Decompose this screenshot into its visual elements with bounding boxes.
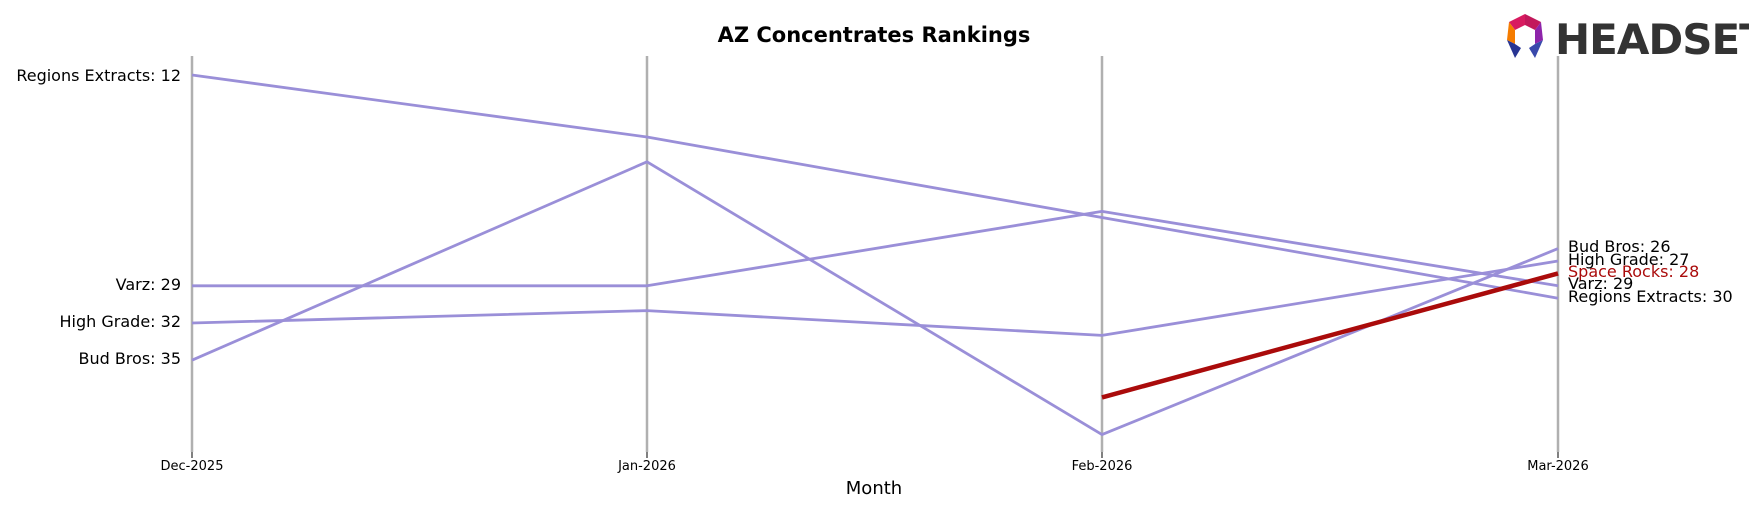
series-line-space-rocks <box>1101 271 1559 400</box>
gridlines <box>190 56 1560 452</box>
left-label-high-grade: High Grade: 32 <box>60 312 181 331</box>
series-lines <box>191 73 1559 437</box>
right-label-varz: Varz: 29 <box>1568 274 1633 293</box>
headset-logo: HEADSET <box>1507 14 1749 64</box>
left-label-varz: Varz: 29 <box>116 275 181 294</box>
series-line-bud-bros <box>191 160 1559 437</box>
chart-title: AZ Concentrates Rankings <box>718 23 1031 47</box>
left-label-regions-extracts: Regions Extracts: 12 <box>16 66 181 85</box>
right-label-space-rocks: Space Rocks: 28 <box>1568 262 1699 281</box>
x-tick-label: Jan-2026 <box>617 459 676 474</box>
x-axis-title: Month <box>846 478 902 499</box>
x-tick-label: Mar-2026 <box>1527 459 1588 474</box>
right-label-bud-bros: Bud Bros: 26 <box>1568 237 1671 256</box>
x-tick-labels: Dec-2025 Jan-2026 Feb-2026 Mar-2026 <box>161 452 1589 474</box>
series-line-high-grade <box>191 259 1559 337</box>
series-line-varz <box>192 209 1559 288</box>
headset-logo-text: HEADSET <box>1555 15 1749 64</box>
series-end-labels: Regions Extracts: 12 Varz: 29 High Grade: … <box>16 66 1732 368</box>
series-line-regions-extracts <box>191 73 1559 300</box>
headset-logo-icon <box>1507 14 1543 58</box>
x-tick-label: Feb-2026 <box>1072 459 1133 474</box>
right-label-high-grade: High Grade: 27 <box>1568 250 1689 269</box>
left-label-bud-bros: Bud Bros: 35 <box>78 349 181 368</box>
x-tick-label: Dec-2025 <box>161 459 224 474</box>
right-label-regions-extracts: Regions Extracts: 30 <box>1568 287 1733 306</box>
